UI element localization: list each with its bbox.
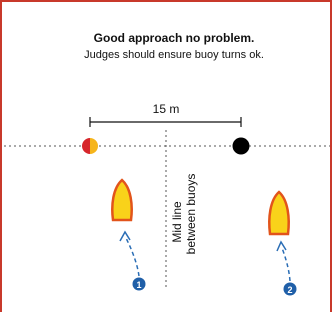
midline-label: between buoys — [184, 174, 198, 255]
page: Good approach no problem. Judges should … — [0, 0, 332, 317]
title: Good approach no problem. — [94, 31, 255, 45]
diagram: Good approach no problem. Judges should … — [0, 0, 332, 312]
boat-number: 2 — [287, 285, 292, 295]
boat-number: 1 — [136, 280, 141, 290]
distance-label: 15 m — [153, 102, 180, 116]
buoy-right — [233, 138, 250, 155]
subtitle: Judges should ensure buoy turns ok. — [84, 49, 264, 61]
buoy-left — [82, 138, 98, 154]
midline-label: Mid line — [170, 201, 184, 243]
